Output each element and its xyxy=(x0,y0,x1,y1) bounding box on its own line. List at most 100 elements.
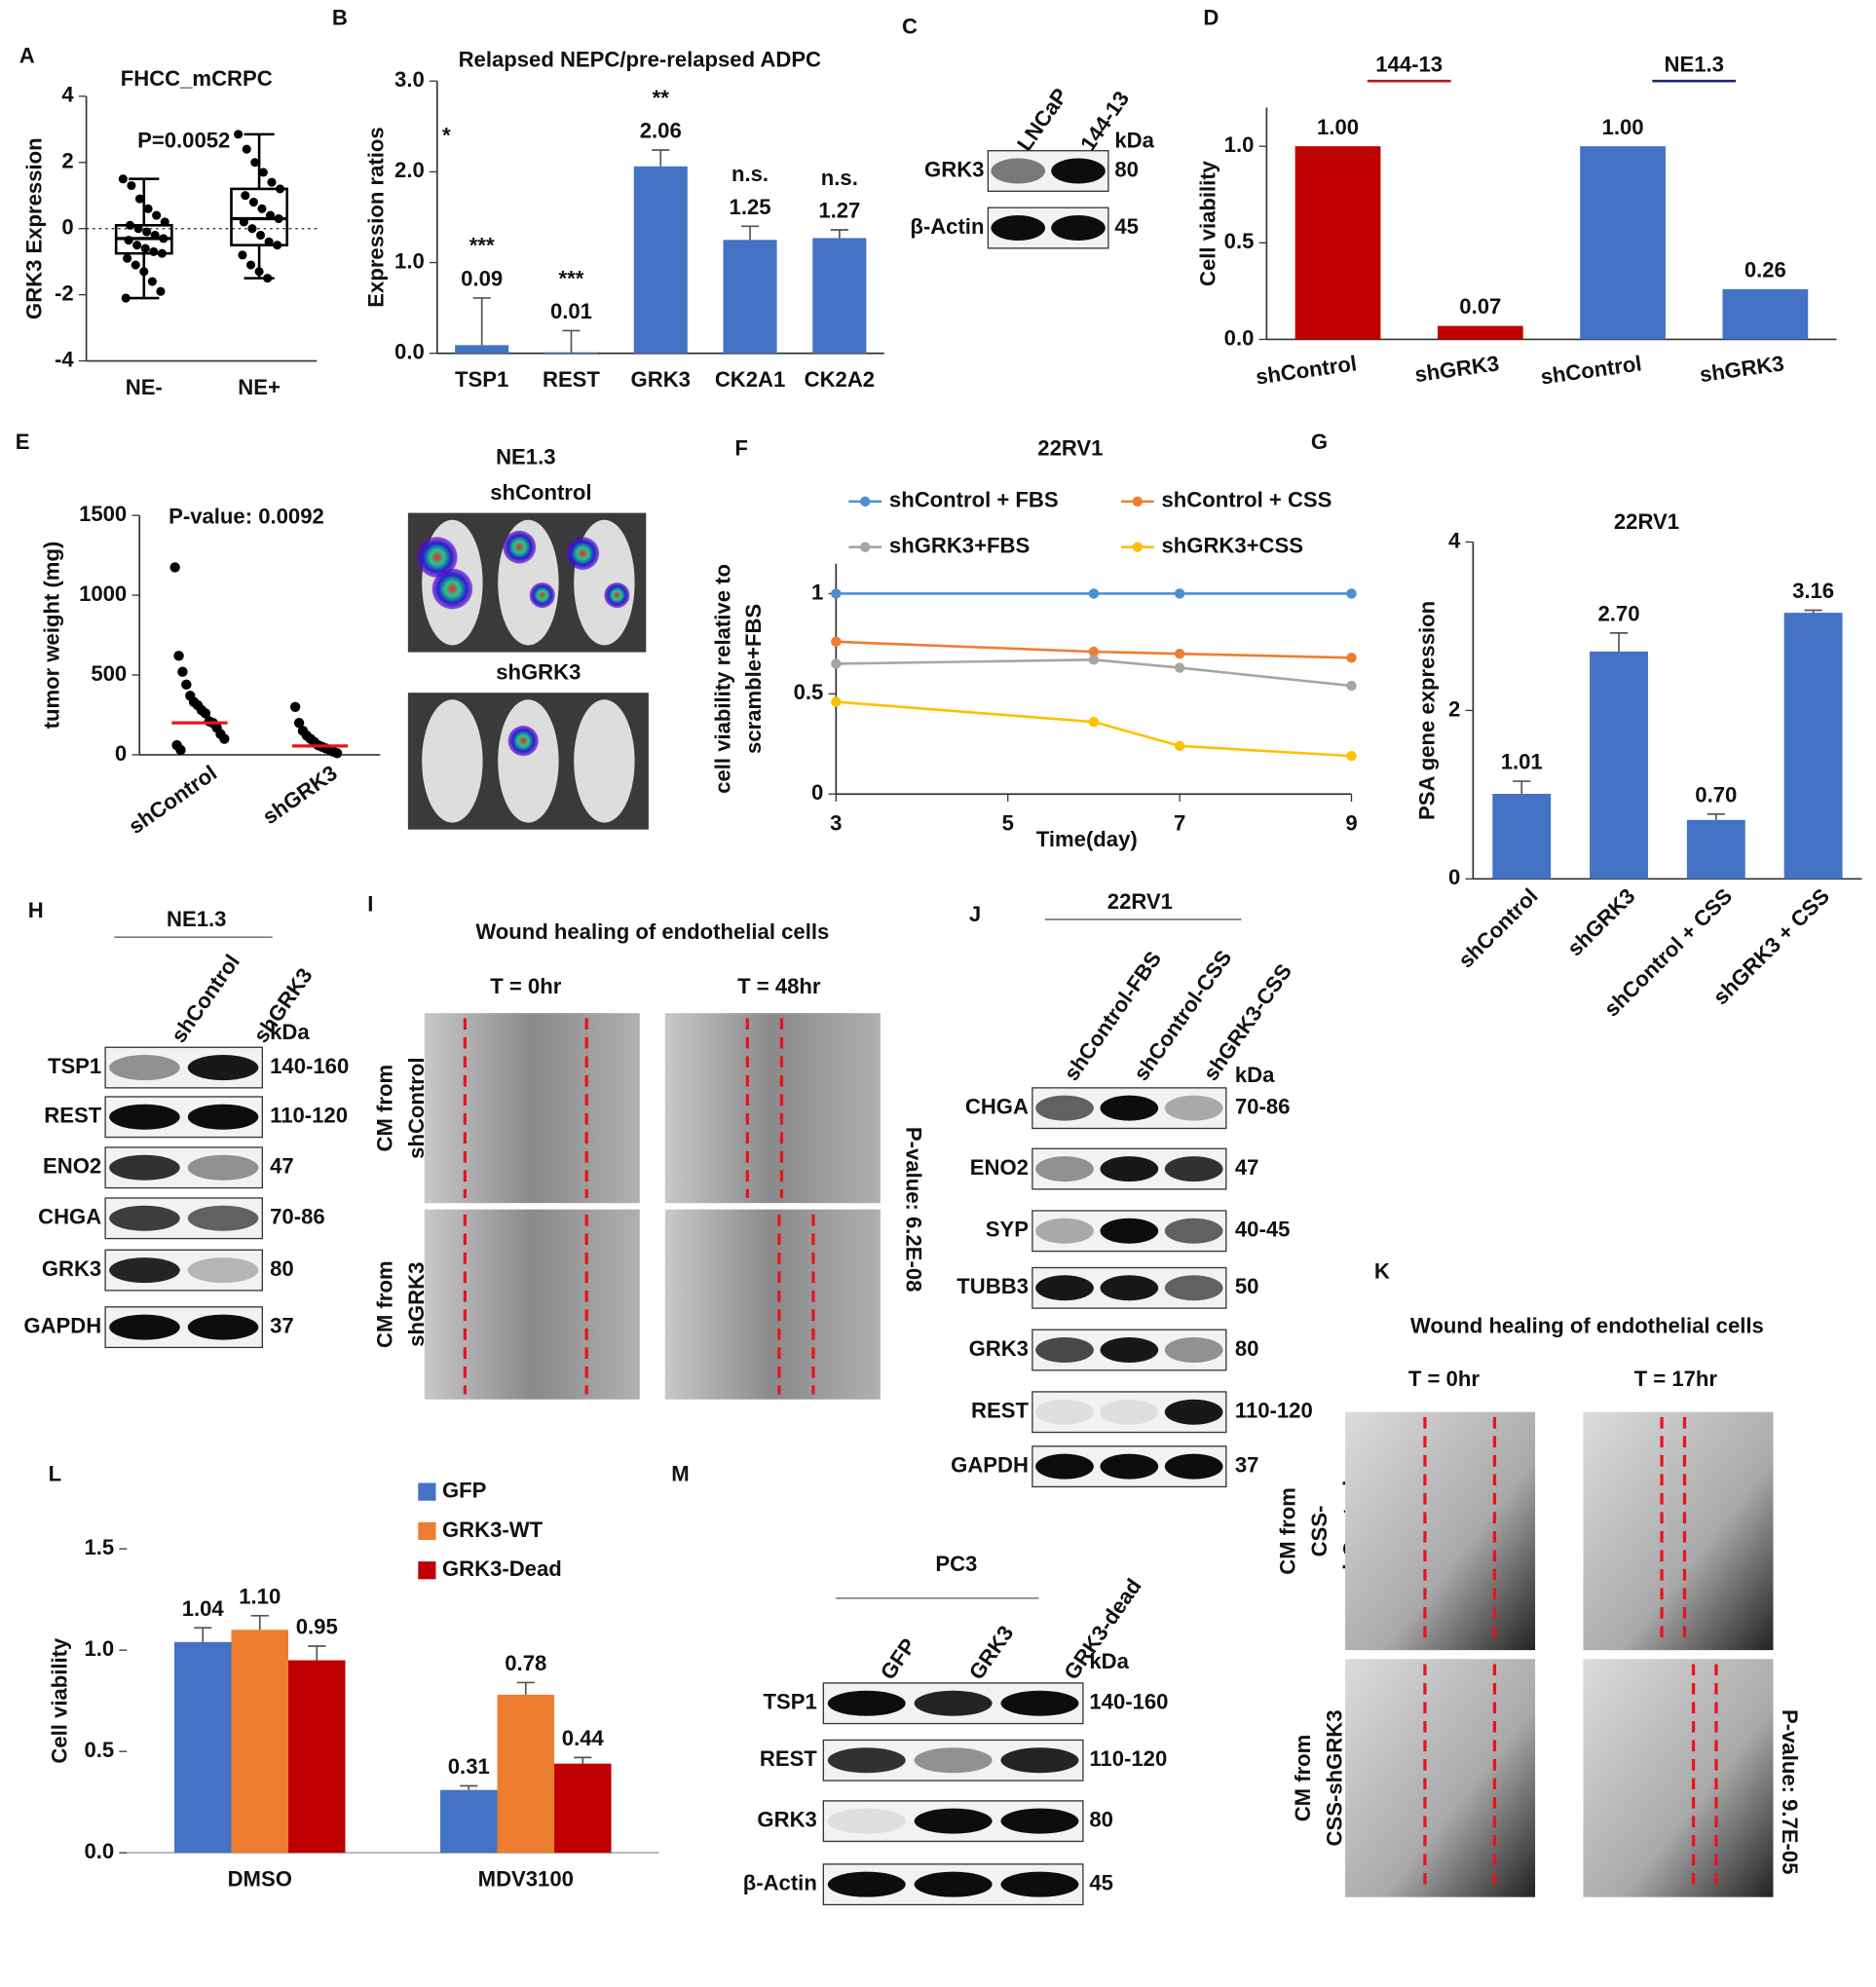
point xyxy=(131,260,140,270)
legend-marker xyxy=(1132,496,1143,507)
panel-label: F xyxy=(734,435,748,460)
point xyxy=(149,246,159,257)
bar xyxy=(1686,819,1745,880)
row-label: CSS- xyxy=(1307,1506,1332,1557)
value-label: 0.95 xyxy=(296,1615,338,1639)
unit-label: kDa xyxy=(1114,128,1154,152)
value-label: 1.04 xyxy=(182,1596,225,1621)
x-tick-label: shControl xyxy=(1539,351,1643,389)
point xyxy=(127,180,136,191)
band xyxy=(1035,1156,1094,1182)
value-label: 0.78 xyxy=(505,1651,546,1675)
box xyxy=(230,187,289,246)
kda-label: 40-45 xyxy=(1235,1218,1291,1242)
protein-label: TSP1 xyxy=(764,1690,817,1714)
protein-label: ENO2 xyxy=(970,1155,1029,1180)
value-label: 1.10 xyxy=(239,1584,281,1608)
point xyxy=(177,666,188,677)
series-line xyxy=(836,640,1352,659)
y-axis-label: scramble+FBS xyxy=(741,604,766,754)
point xyxy=(258,168,268,177)
y-tick-label: 2 xyxy=(61,149,73,173)
band xyxy=(1100,1275,1159,1301)
y-axis-label: Expression ratios xyxy=(364,127,389,307)
point xyxy=(274,213,283,224)
chart-title: Relapsed NEPC/pre-relapsed ADPC xyxy=(459,47,821,71)
protein-label: β-Actin xyxy=(743,1871,817,1895)
legend-label: GRK3-Dead xyxy=(442,1556,562,1581)
point xyxy=(1346,653,1357,663)
point xyxy=(250,158,260,168)
band xyxy=(1100,1156,1159,1182)
point xyxy=(1346,680,1357,692)
legend-label: GRK3-WT xyxy=(442,1518,544,1542)
band xyxy=(827,1690,906,1716)
band xyxy=(1000,1747,1079,1774)
point xyxy=(831,658,842,669)
point xyxy=(263,274,273,283)
y-tick-label: 500 xyxy=(91,661,127,686)
protein-label: GRK3 xyxy=(969,1336,1029,1361)
point xyxy=(238,250,247,260)
mouse xyxy=(498,699,559,823)
point xyxy=(118,174,128,184)
bar xyxy=(497,1694,555,1854)
column-label: T = 17hr xyxy=(1634,1367,1718,1391)
point xyxy=(219,733,230,744)
image-title: NE1.3 xyxy=(496,445,555,469)
legend-marker xyxy=(1132,542,1143,552)
kda-label: 70-86 xyxy=(1235,1095,1291,1119)
y-axis-label: Cell viability xyxy=(1196,160,1220,286)
bar xyxy=(723,240,777,354)
significance-label: *** xyxy=(469,234,495,258)
point xyxy=(265,210,276,220)
point xyxy=(1346,750,1357,762)
band xyxy=(1035,1095,1094,1121)
kda-label: 50 xyxy=(1235,1274,1259,1298)
point xyxy=(1174,648,1185,659)
significance-label: *** xyxy=(559,266,584,290)
point xyxy=(140,244,150,253)
micrograph xyxy=(424,1013,640,1204)
band xyxy=(1100,1095,1159,1121)
lane-label: LNCaP xyxy=(1012,84,1072,156)
bar xyxy=(1783,613,1843,880)
x-tick-label: TSP1 xyxy=(455,367,508,392)
kda-label: 45 xyxy=(1089,1871,1113,1895)
kda-label: 70-86 xyxy=(270,1205,325,1229)
kda-label: 80 xyxy=(1114,157,1139,181)
band xyxy=(1035,1275,1094,1301)
y-tick-label: 1 xyxy=(811,580,823,604)
band xyxy=(1000,1871,1079,1897)
band xyxy=(914,1690,993,1716)
band xyxy=(1100,1218,1159,1244)
band xyxy=(187,1314,259,1340)
legend-swatch xyxy=(418,1561,436,1580)
point xyxy=(248,197,258,207)
value-label: 2.70 xyxy=(1598,602,1640,626)
value-label: 1.27 xyxy=(818,199,860,223)
protein-label: TSP1 xyxy=(48,1054,101,1078)
y-tick-label: -2 xyxy=(55,281,74,305)
protein-label: TUBB3 xyxy=(957,1274,1029,1298)
panel-label: J xyxy=(969,902,981,926)
point xyxy=(160,217,169,227)
bar xyxy=(440,1789,498,1854)
y-tick-label: 1.0 xyxy=(1224,132,1255,157)
bar xyxy=(544,352,599,354)
blot-title: PC3 xyxy=(935,1552,977,1576)
point xyxy=(254,267,264,277)
point xyxy=(289,701,301,712)
point xyxy=(331,748,343,759)
value-label: 2.06 xyxy=(640,119,682,143)
column-label: T = 0hr xyxy=(490,974,561,998)
band xyxy=(1051,158,1106,184)
bar xyxy=(812,238,867,354)
protein-label: REST xyxy=(760,1746,817,1771)
x-tick-label: GRK3 xyxy=(631,367,691,392)
point xyxy=(241,191,250,201)
band xyxy=(187,1104,259,1130)
point xyxy=(247,224,257,234)
